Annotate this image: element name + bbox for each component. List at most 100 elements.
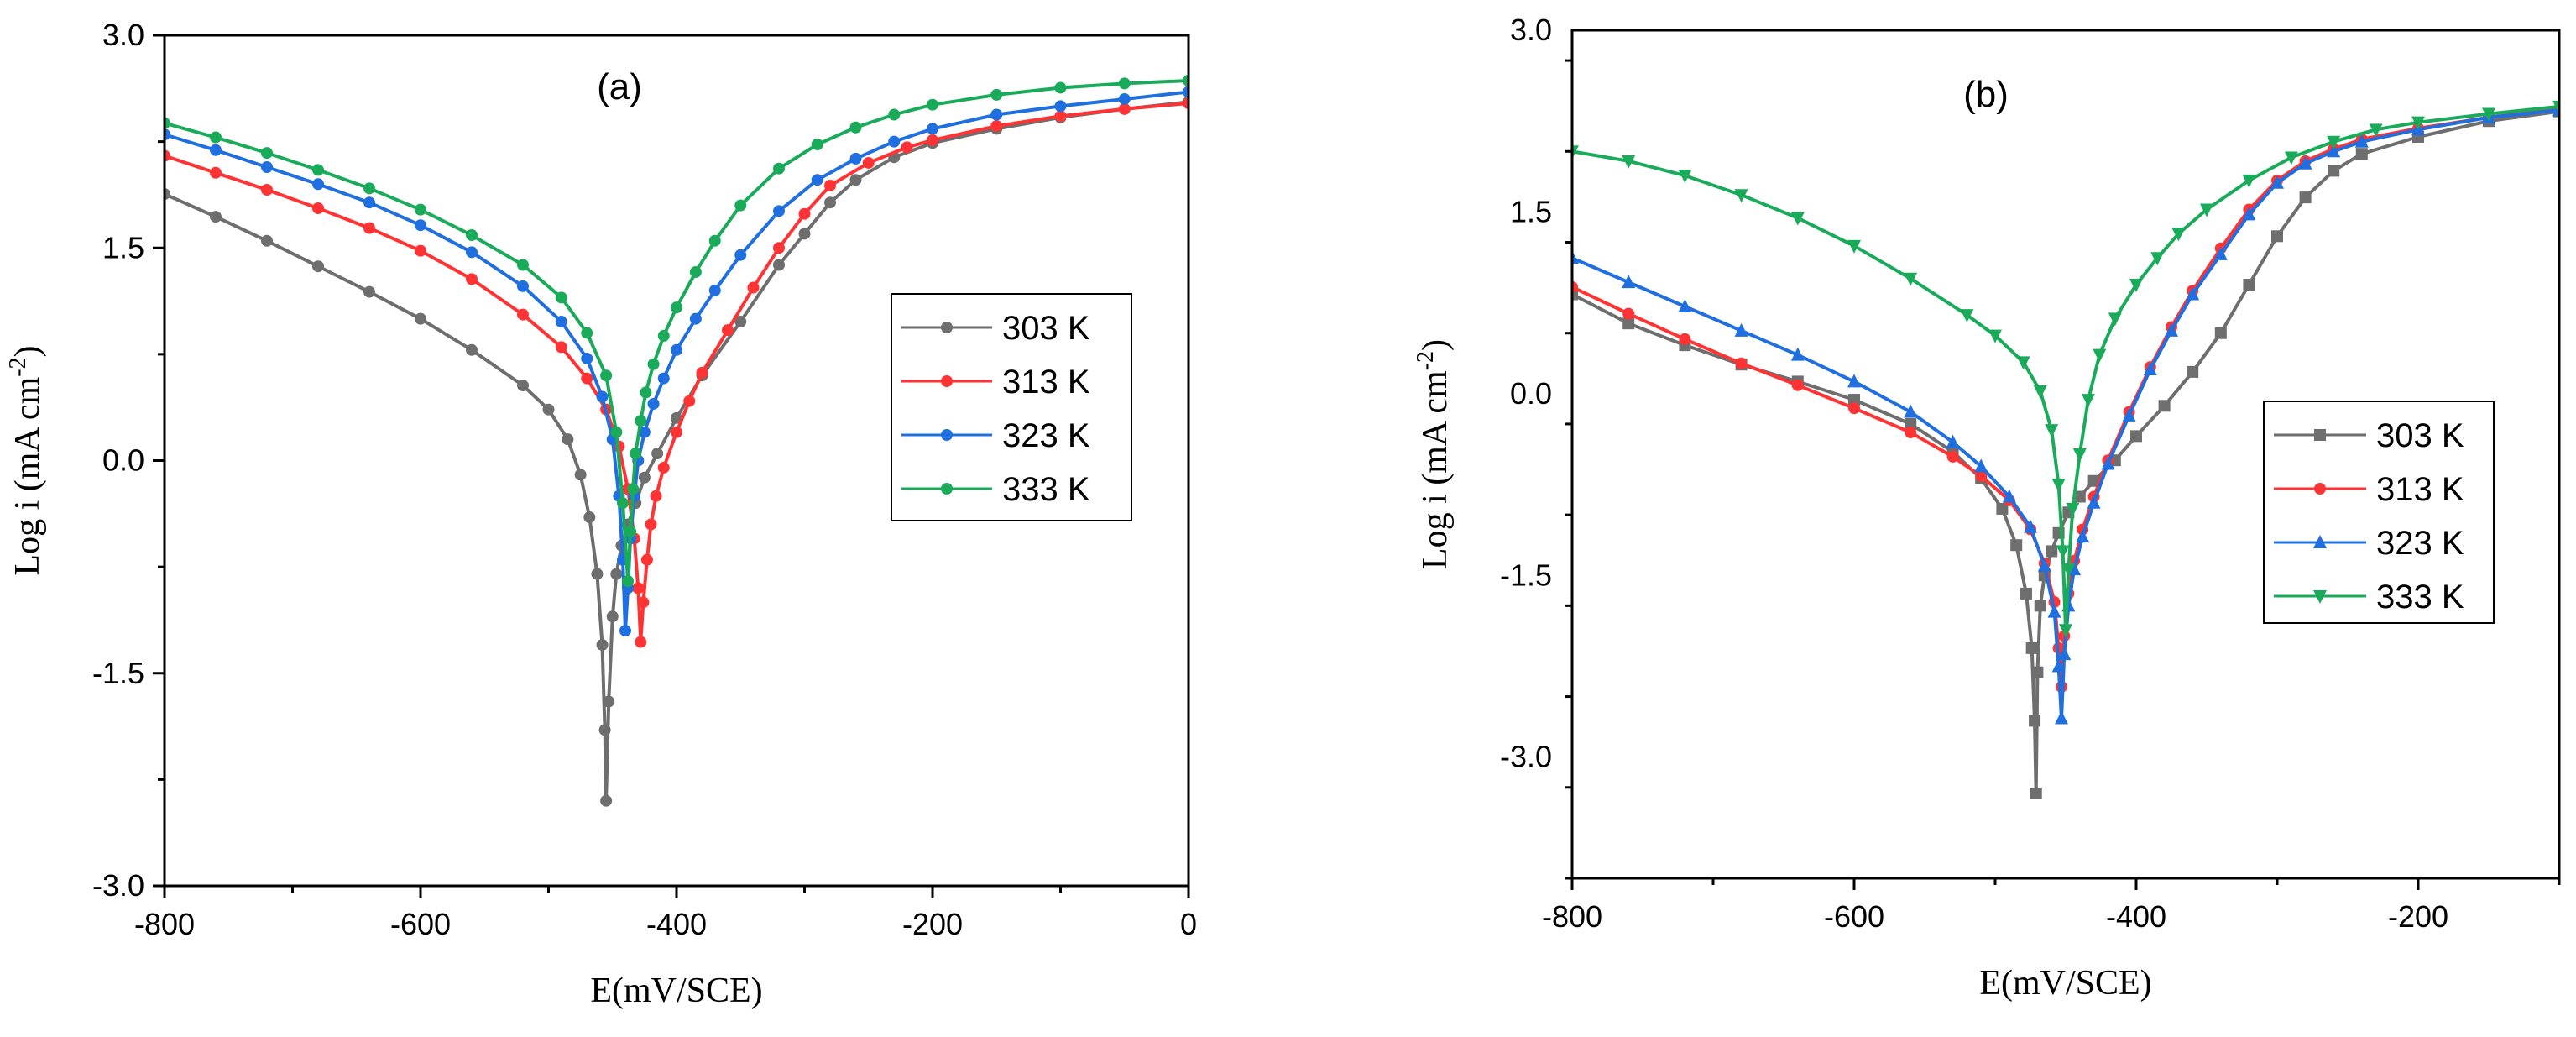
panel-b-data-point xyxy=(1790,347,1805,361)
panel-a-data-point xyxy=(927,98,938,111)
panel-a-data-point xyxy=(555,341,567,354)
panel-b-data-point xyxy=(2355,148,2368,160)
panel-b-x-tick-label: -200 xyxy=(2388,899,2448,934)
panel-b-y-tick-label: 1.5 xyxy=(1510,194,1552,228)
panel-a-data-point xyxy=(635,636,647,648)
panel-b-data-point xyxy=(1572,288,1578,301)
panel-a-data-point xyxy=(555,291,567,304)
panel-b-data-point xyxy=(2270,175,2284,189)
panel-a-data-point xyxy=(1118,102,1131,115)
panel-b-data-point xyxy=(2130,430,2142,443)
panel-b-data-point xyxy=(2051,479,2066,493)
panel-a-y-tick-label: -3.0 xyxy=(92,868,144,903)
panel-a-data-point xyxy=(650,490,662,502)
panel-b-data-point xyxy=(2165,322,2178,337)
panel-a-data-point xyxy=(734,316,747,328)
panel-a-data-point xyxy=(671,301,682,314)
panel-a-legend-swatch-marker xyxy=(941,322,953,333)
panel-a-data-point xyxy=(773,259,785,271)
panel-b-data-point xyxy=(1904,404,1918,418)
panel-a-data-point xyxy=(574,469,587,481)
panel-a-data-point xyxy=(596,390,609,403)
panel-b-legend-swatch-marker xyxy=(2313,590,2327,604)
panel-a-data-point xyxy=(862,156,875,169)
panel-a-data-point xyxy=(210,144,222,156)
panel-b-data-point xyxy=(1848,402,1860,415)
panel-b-data-point xyxy=(1905,427,1917,439)
panel-a-data-point xyxy=(542,403,555,416)
panel-b-data-point xyxy=(1904,272,1918,286)
panel-a-data-point xyxy=(888,135,901,148)
panel-a-data-point xyxy=(261,234,273,247)
panel-b-data-point xyxy=(2186,286,2200,301)
panel-b-data-point xyxy=(2025,642,2038,654)
panel-b-data-point xyxy=(1572,145,1579,160)
panel-a-data-point xyxy=(1118,92,1131,105)
panel-a-series-line-313k xyxy=(165,102,1189,644)
panel-a-data-point xyxy=(927,134,938,146)
panel-a-data-point xyxy=(312,178,324,191)
panel-b-data-point xyxy=(2214,327,2227,339)
panel-a-data-point xyxy=(598,724,611,736)
panel-b-data-point xyxy=(1622,275,1636,289)
panel-b-data-point xyxy=(2271,230,2283,243)
panel-b-data-point xyxy=(1572,280,1578,293)
panel-b-data-point xyxy=(2354,134,2369,148)
panel-a-legend-label: 313 K xyxy=(1002,364,1090,401)
panel-a-data-point xyxy=(165,188,170,201)
panel-a-data-point xyxy=(708,234,721,247)
panel-a-data-point xyxy=(811,174,823,186)
panel-a-data-point xyxy=(849,152,862,165)
panel-a-data-point xyxy=(637,596,650,609)
panel-b-data-point xyxy=(2059,624,2072,638)
panel-a-data-point xyxy=(901,141,913,154)
panel-b-data-point xyxy=(2242,207,2256,221)
panel-b-y-tick-label: -3.0 xyxy=(1500,740,1552,774)
panel-a-data-point xyxy=(990,120,1003,133)
panel-a-data-point xyxy=(990,108,1003,121)
panel-b-series-line-323k xyxy=(1572,108,2559,720)
panel-a-data-point xyxy=(210,166,222,179)
panel-b-data-point xyxy=(2051,658,2066,673)
panel-b-legend: 303 K 313 K 323 K 333 K xyxy=(2263,401,2495,624)
panel-a-data-point xyxy=(647,397,660,410)
panel-a-legend-label: 303 K xyxy=(1002,310,1090,347)
panel-b-legend-label: 313 K xyxy=(2376,471,2464,508)
panel-b-y-tick-label: 0.0 xyxy=(1510,376,1552,411)
panel-a-series-group xyxy=(165,75,1189,807)
panel-b-data-point xyxy=(2299,191,2312,204)
panel-a-data-point xyxy=(619,625,631,637)
panel-a-data-point xyxy=(1118,77,1131,90)
panel-b-data-point xyxy=(2552,102,2559,117)
panel-a-data-point xyxy=(696,366,708,379)
panel-b-data-point xyxy=(2056,545,2070,559)
panel-b-data-point xyxy=(2158,400,2171,412)
panel-b-data-point xyxy=(1988,329,2002,343)
panel-b-data-point xyxy=(1678,298,1692,312)
panel-b-x-axis-title: E(mV/SCE) xyxy=(1979,964,2151,1003)
panel-b-data-point xyxy=(2298,155,2312,170)
panel-a-y-tick-label: 0.0 xyxy=(102,443,144,478)
panel-b-data-point xyxy=(2061,563,2076,578)
panel-b-legend-label: 333 K xyxy=(2376,579,2464,615)
panel-a-data-point xyxy=(415,244,426,257)
panel-b-data-point xyxy=(2073,490,2086,503)
panel-b-data-point xyxy=(2552,100,2559,114)
panel-a-data-point xyxy=(671,426,682,438)
panel-b-data-point xyxy=(2046,545,2058,558)
panel-a-data-point xyxy=(165,149,170,162)
panel-a-data-point xyxy=(824,179,836,191)
panel-a-data-point xyxy=(363,196,375,209)
panel-b-data-point xyxy=(1847,239,1861,254)
panel-b-data-point xyxy=(2101,456,2115,470)
panel-a-data-point xyxy=(888,108,901,121)
panel-b-data-point xyxy=(2284,151,2298,165)
panel-a-x-tick-label: -800 xyxy=(134,907,195,941)
panel-a-data-point xyxy=(363,182,375,195)
panel-b-data-point xyxy=(2187,365,2199,378)
panel-a-data-point xyxy=(600,794,613,807)
panel-a-data-point xyxy=(624,525,637,537)
panel-b-data-point xyxy=(1679,333,1691,345)
